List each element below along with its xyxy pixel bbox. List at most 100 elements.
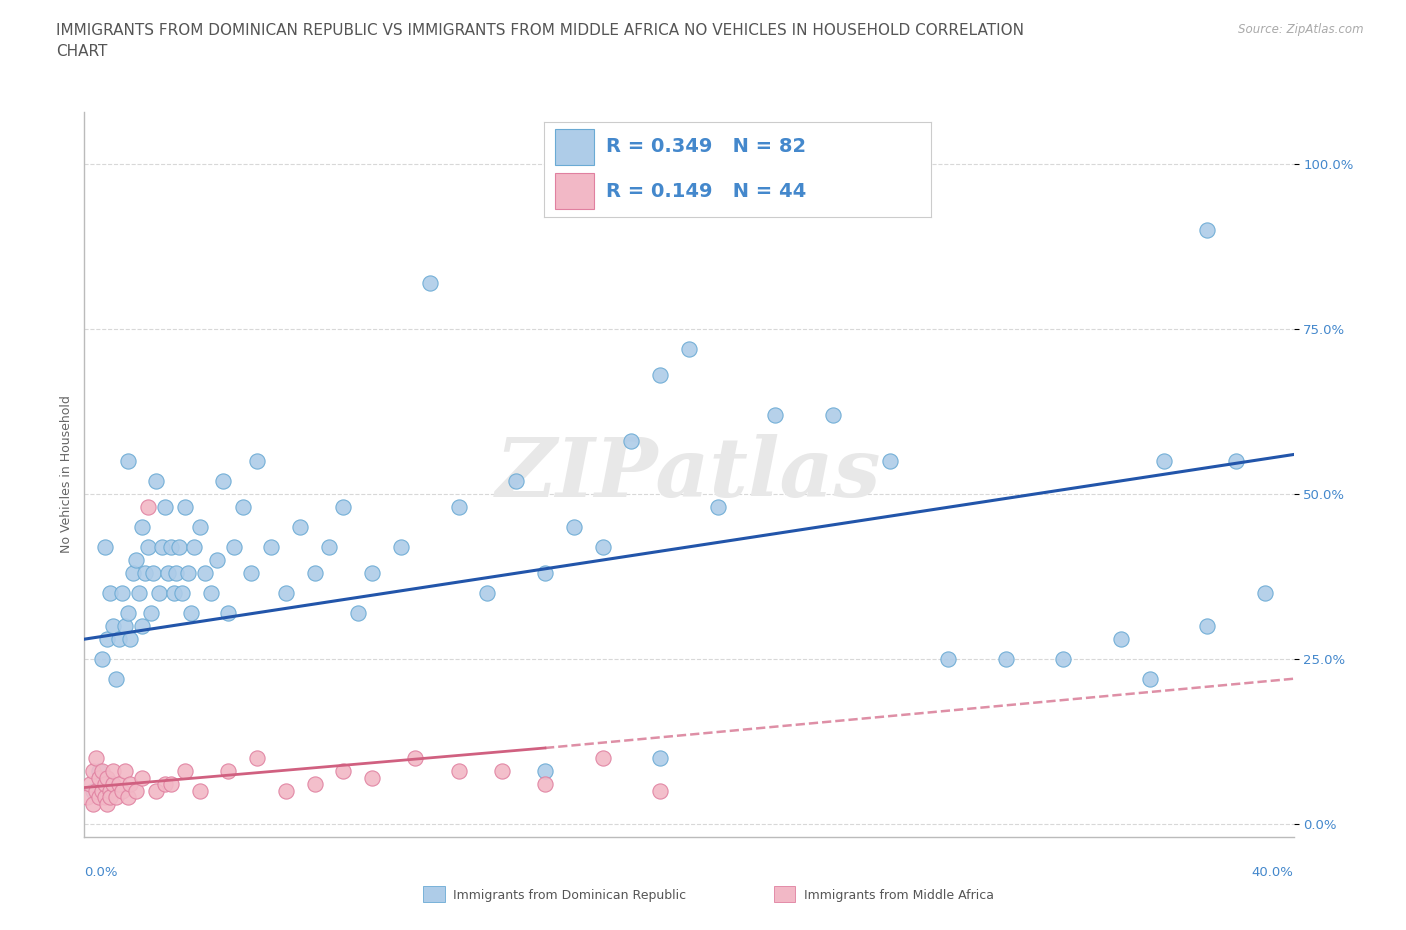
Point	[361, 565, 384, 580]
Point	[1109, 631, 1132, 646]
Point	[361, 770, 384, 785]
Point	[260, 539, 283, 554]
Point	[117, 605, 139, 620]
Point	[145, 473, 167, 488]
Point	[136, 539, 159, 554]
Point	[111, 783, 134, 798]
Point	[217, 605, 239, 620]
Point	[111, 586, 134, 601]
Point	[105, 671, 128, 686]
Point	[419, 275, 441, 290]
Point	[592, 751, 614, 765]
Point	[172, 586, 194, 601]
Point	[650, 783, 672, 798]
Point	[82, 764, 104, 778]
Point	[87, 790, 110, 804]
Point	[1153, 454, 1175, 469]
Point	[404, 751, 426, 765]
Point	[232, 499, 254, 514]
Point	[93, 539, 115, 554]
Point	[706, 499, 728, 514]
Point	[96, 770, 118, 785]
Point	[93, 777, 115, 791]
Point	[177, 565, 200, 580]
Text: 0.0%: 0.0%	[84, 866, 118, 879]
Point	[101, 764, 124, 778]
Point	[105, 790, 128, 804]
Point	[84, 751, 107, 765]
Point	[205, 552, 228, 567]
Point	[159, 539, 181, 554]
Point	[96, 797, 118, 812]
Point	[821, 407, 844, 422]
Point	[200, 586, 222, 601]
Point	[117, 454, 139, 469]
Point	[98, 790, 121, 804]
Point	[1225, 454, 1247, 469]
Point	[169, 539, 191, 554]
Point	[274, 586, 297, 601]
Point	[650, 751, 672, 765]
Point	[131, 520, 153, 535]
Point	[1197, 618, 1219, 633]
Point	[678, 341, 700, 356]
Point	[122, 565, 145, 580]
Point	[148, 586, 170, 601]
Point	[82, 783, 104, 798]
Y-axis label: No Vehicles in Household: No Vehicles in Household	[60, 395, 73, 553]
Point	[994, 652, 1017, 667]
Point	[180, 605, 202, 620]
Point	[174, 764, 197, 778]
Point	[1052, 652, 1074, 667]
Point	[90, 652, 112, 667]
Point	[332, 764, 354, 778]
Point	[145, 783, 167, 798]
Point	[76, 790, 98, 804]
Point	[136, 499, 159, 514]
Point	[98, 586, 121, 601]
Point	[90, 783, 112, 798]
Point	[142, 565, 165, 580]
Point	[534, 764, 557, 778]
Point	[347, 605, 370, 620]
Point	[183, 539, 205, 554]
Point	[101, 777, 124, 791]
Point	[114, 764, 136, 778]
Point	[188, 520, 211, 535]
Text: Immigrants from Middle Africa: Immigrants from Middle Africa	[804, 888, 994, 901]
Point	[162, 586, 184, 601]
Point	[217, 764, 239, 778]
Text: CHART: CHART	[56, 44, 108, 59]
Point	[304, 777, 326, 791]
Point	[491, 764, 513, 778]
Point	[174, 499, 197, 514]
Point	[134, 565, 156, 580]
Point	[93, 790, 115, 804]
Point	[505, 473, 527, 488]
Point	[120, 631, 142, 646]
Point	[108, 777, 131, 791]
Point	[477, 586, 499, 601]
Point	[125, 552, 148, 567]
Point	[246, 454, 269, 469]
Point	[879, 454, 901, 469]
Text: 40.0%: 40.0%	[1251, 866, 1294, 879]
Point	[447, 764, 470, 778]
Point	[150, 539, 173, 554]
Point	[188, 783, 211, 798]
Point	[84, 783, 107, 798]
Point	[79, 777, 101, 791]
Point	[1139, 671, 1161, 686]
Point	[139, 605, 162, 620]
Text: Immigrants from Dominican Republic: Immigrants from Dominican Republic	[453, 888, 686, 901]
Point	[650, 368, 672, 383]
Point	[96, 631, 118, 646]
Point	[222, 539, 245, 554]
Point	[131, 618, 153, 633]
Point	[447, 499, 470, 514]
Point	[211, 473, 233, 488]
Point	[125, 783, 148, 798]
Point	[562, 520, 585, 535]
Point	[101, 618, 124, 633]
Point	[87, 764, 110, 778]
